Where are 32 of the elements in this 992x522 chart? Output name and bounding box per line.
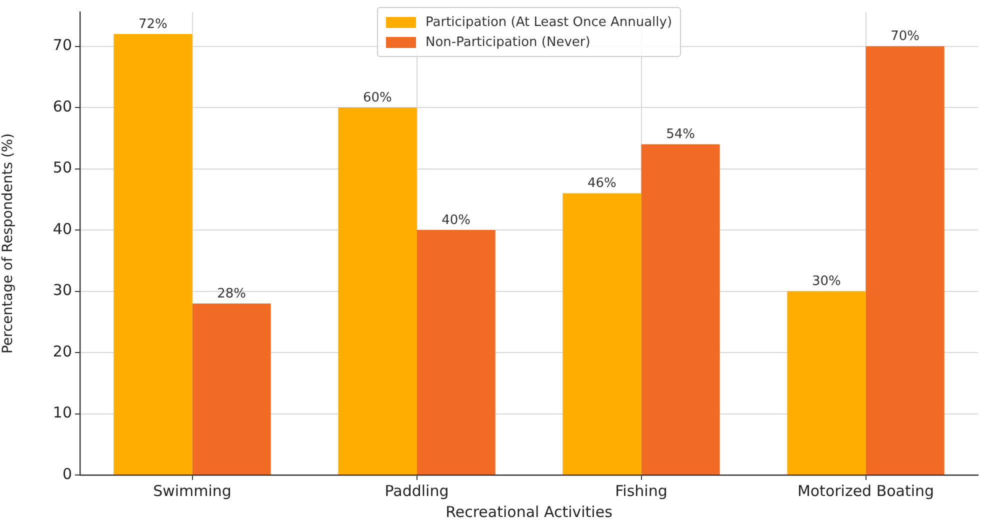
x-tick-label: Motorized Boating [797, 482, 934, 500]
bar [787, 291, 866, 474]
data-label: 28% [217, 286, 246, 302]
x-tick-label: Paddling [384, 482, 449, 500]
data-label: 54% [666, 127, 695, 142]
y-axis-title: Percentage of Respondents (%) [0, 133, 16, 354]
y-tick-label: 0 [62, 464, 72, 483]
bar [866, 46, 944, 474]
x-tick-label: Fishing [615, 482, 668, 500]
y-tick-label: 50 [52, 158, 72, 177]
x-tick-label: Swimming [153, 482, 232, 500]
bar [641, 144, 720, 474]
data-label: 60% [363, 90, 392, 106]
y-tick-label: 40 [52, 220, 72, 238]
y-tick-label: 60 [52, 97, 72, 116]
bar [416, 230, 496, 474]
data-label: 72% [138, 16, 168, 32]
data-label: 40% [442, 212, 470, 228]
bar [562, 193, 642, 474]
legend-label: Non-Participation (Never) [426, 34, 590, 50]
data-label: 46% [588, 176, 616, 192]
legend-label: Participation (At Least Once Annually) [426, 14, 672, 30]
data-label: 30% [812, 274, 841, 290]
y-tick-label: 70 [52, 36, 72, 54]
data-label: 70% [890, 29, 920, 44]
x-axis-title: Recreational Activities [446, 502, 613, 521]
bar [338, 108, 417, 474]
y-tick-label: 20 [52, 342, 72, 360]
bar [114, 34, 192, 474]
y-tick-label: 10 [52, 404, 72, 422]
y-tick-label: 30 [52, 281, 72, 300]
bar [192, 304, 271, 474]
